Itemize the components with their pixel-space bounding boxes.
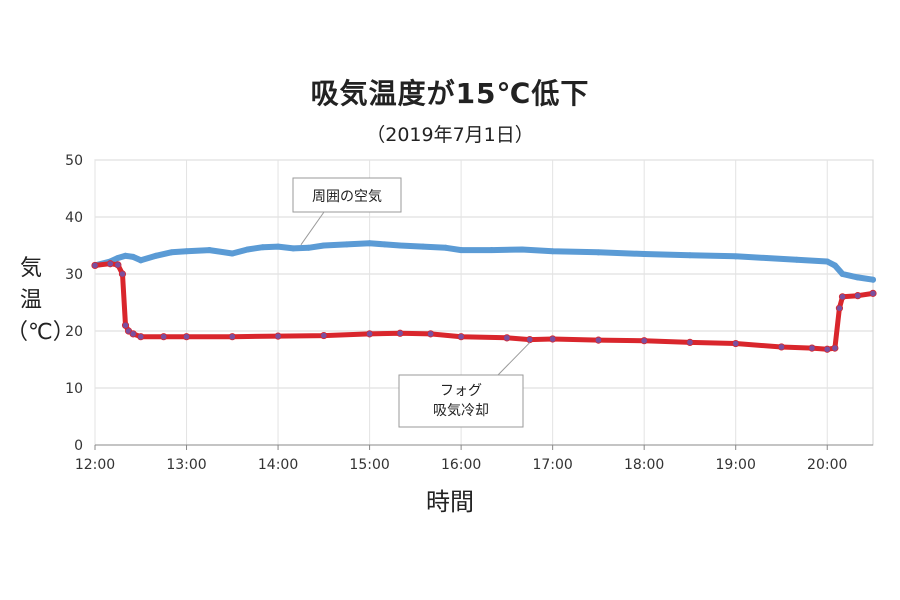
data-point-fog: [427, 330, 435, 338]
data-point-ambient: [397, 242, 404, 249]
data-point-fog: [106, 260, 114, 268]
callout-text-fog: 吸気冷却: [433, 403, 489, 419]
data-point-fog: [838, 293, 847, 301]
data-point-fog: [91, 261, 99, 270]
data-point-ambient: [168, 249, 175, 256]
x-tick-label: 12:00: [75, 457, 115, 473]
data-point-fog: [640, 337, 648, 345]
data-point-fog: [121, 321, 130, 329]
chart-title: 吸気温度が15℃低下: [310, 77, 590, 110]
y-tick-label: 40: [65, 210, 83, 226]
data-point-ambient: [206, 247, 213, 254]
data-point-fog: [228, 333, 236, 341]
y-tick-label: 0: [74, 438, 83, 454]
data-point-ambient: [641, 251, 648, 258]
data-point-ambient: [419, 243, 426, 250]
callout-pointer-ambient: [300, 211, 325, 246]
data-point-ambient: [686, 252, 693, 259]
y-axis-label-line-1: 気: [19, 256, 42, 281]
data-point-fog: [686, 338, 694, 346]
callout-box-ambient: [292, 177, 402, 213]
data-point-fog: [777, 343, 786, 351]
data-point-ambient: [824, 258, 831, 265]
data-point-ambient: [793, 256, 800, 263]
data-point-fog: [831, 344, 839, 352]
data-point-ambient: [839, 271, 846, 277]
callout-text-fog: フォグ: [440, 383, 482, 399]
data-point-ambient: [153, 252, 160, 259]
data-point-fog: [396, 329, 404, 337]
x-tick-label: 13:00: [166, 457, 206, 473]
data-point-fog: [594, 336, 603, 344]
data-point-ambient: [732, 253, 739, 260]
data-point-ambient: [366, 240, 373, 247]
data-point-fog: [129, 330, 137, 338]
x-tick-label: 19:00: [716, 457, 756, 473]
data-point-ambient: [122, 252, 129, 259]
data-point-ambient: [458, 247, 465, 254]
data-point-ambient: [305, 244, 312, 251]
data-point-fog: [854, 292, 862, 300]
data-point-ambient: [831, 262, 838, 269]
data-point-fog: [549, 335, 557, 343]
series-line-fog: [92, 261, 876, 352]
data-point-ambient: [343, 241, 350, 248]
data-point-fog: [160, 333, 168, 341]
data-point-fog: [835, 304, 844, 312]
data-point-ambient: [763, 255, 770, 262]
data-point-fog: [114, 261, 122, 269]
data-point-ambient: [229, 250, 236, 257]
x-tick-label: 15:00: [349, 457, 389, 473]
data-point-fog: [137, 333, 145, 341]
data-point-ambient: [519, 246, 526, 253]
data-point-ambient: [183, 248, 190, 255]
data-point-ambient: [114, 255, 121, 262]
data-point-ambient: [244, 246, 251, 253]
data-point-fog: [503, 334, 511, 342]
x-tick-label: 14:00: [258, 457, 298, 473]
data-point-fog: [274, 332, 282, 340]
data-point-ambient: [549, 248, 556, 255]
x-tick-label: 16:00: [441, 457, 481, 473]
data-point-fog: [365, 330, 374, 338]
data-point-fog: [869, 289, 877, 297]
data-point-fog: [320, 331, 328, 340]
data-point-ambient: [381, 241, 388, 248]
data-point-ambient: [259, 244, 266, 251]
callout-pointer-fog: [497, 342, 531, 376]
data-point-ambient: [488, 247, 495, 254]
y-axis-label-line-2: 温: [19, 288, 42, 313]
data-point-fog: [808, 344, 816, 352]
callout-text-ambient: 周囲の空気: [312, 189, 382, 205]
y-tick-label: 10: [65, 381, 83, 397]
data-point-fog: [526, 335, 534, 344]
data-point-ambient: [854, 274, 861, 281]
chart-subtitle: （2019年7月1日）: [366, 124, 534, 146]
data-point-ambient: [137, 257, 144, 264]
data-point-ambient: [595, 249, 602, 256]
data-point-fog: [823, 345, 831, 353]
y-tick-label: 50: [65, 153, 83, 169]
data-point-fog: [732, 339, 740, 348]
data-point-ambient: [320, 242, 327, 249]
x-tick-label: 17:00: [532, 457, 572, 473]
data-point-ambient: [130, 253, 137, 260]
data-point-fog: [182, 333, 191, 341]
x-axis-label: 時間: [426, 488, 474, 516]
data-point-ambient: [870, 276, 876, 283]
data-point-ambient: [275, 243, 282, 250]
data-point-fog: [118, 270, 127, 278]
data-point-fog: [457, 333, 465, 341]
y-tick-label: 20: [65, 324, 83, 340]
data-point-ambient: [442, 244, 449, 251]
data-point-ambient: [290, 245, 297, 252]
x-tick-label: 20:00: [807, 457, 847, 473]
y-tick-label: 30: [65, 267, 83, 283]
x-tick-label: 18:00: [624, 457, 664, 473]
callout-box-fog: [398, 374, 524, 428]
